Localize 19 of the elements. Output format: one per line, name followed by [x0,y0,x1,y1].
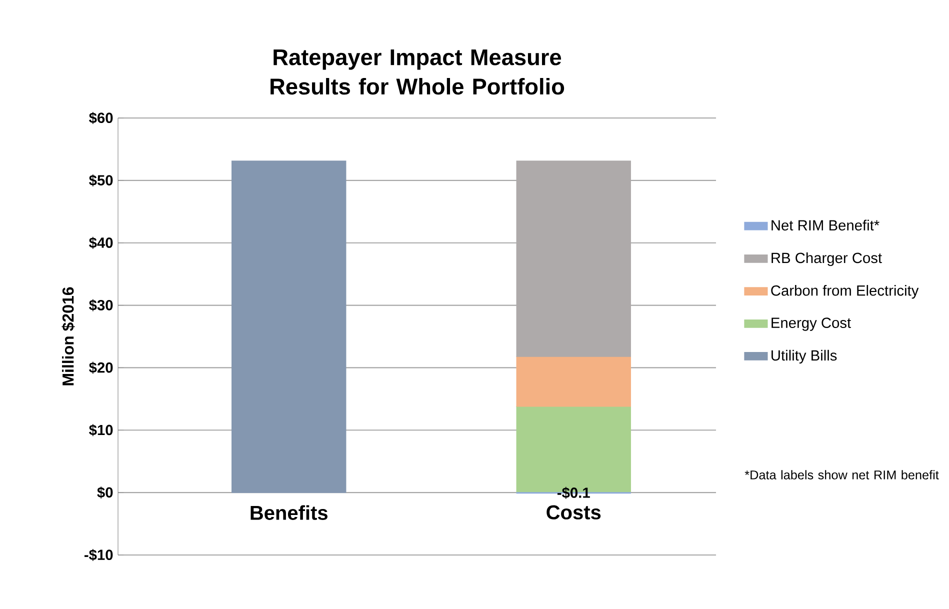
legend-label: Energy Cost [772,318,851,331]
y-tick-label: $10 [89,424,113,436]
x-tick-label: Benefits [250,505,328,520]
legend-label: RB Charger Cost [772,252,882,266]
legend-label: Utility Bills [772,350,837,364]
y-tick-label: $0 [97,486,113,499]
y-tick-label: $20 [89,362,113,374]
legend-label: Carbon from Electricity [771,284,919,299]
chart-title: Ratepayer Impact Measure Results for Whole Portfolio [270,49,564,95]
y-axis-title: Million $2016 [62,287,75,386]
y-tick-label: $60 [89,112,113,124]
legend-label: Net RIM Benefit* [772,220,880,231]
data-label: -$0.1 [557,486,590,499]
text: *Data labels show net RIM benefit [744,470,939,480]
x-tick-label: Costs [546,505,601,520]
y-tick-label: $50 [89,174,113,186]
y-tick-label: $30 [89,299,113,312]
y-tick-label: -$10 [84,549,113,561]
y-tick-label: $40 [89,236,113,249]
